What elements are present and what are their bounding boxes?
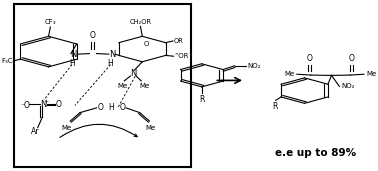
- Text: OR: OR: [174, 38, 183, 44]
- FancyArrowPatch shape: [60, 124, 137, 137]
- Text: N: N: [40, 100, 46, 109]
- Text: O: O: [144, 41, 149, 47]
- Text: R: R: [272, 102, 277, 111]
- Text: R: R: [199, 95, 204, 104]
- Text: Me: Me: [285, 71, 295, 77]
- Text: F₃C: F₃C: [1, 58, 12, 64]
- Text: N: N: [109, 50, 116, 59]
- Text: NO₂: NO₂: [248, 63, 261, 69]
- Text: Me: Me: [62, 125, 72, 131]
- Text: O: O: [349, 54, 355, 63]
- Text: ’’OR: ’’OR: [174, 53, 189, 59]
- Text: O: O: [307, 54, 313, 63]
- Text: Ar: Ar: [31, 127, 39, 136]
- Text: Me: Me: [366, 71, 376, 77]
- Text: H: H: [108, 103, 114, 112]
- Text: N: N: [71, 50, 77, 59]
- Text: e.e up to 89%: e.e up to 89%: [275, 148, 356, 158]
- Text: O: O: [90, 31, 96, 40]
- Text: O: O: [97, 103, 103, 112]
- Text: +: +: [43, 99, 49, 104]
- Text: N: N: [130, 69, 136, 78]
- Text: CF₃: CF₃: [45, 19, 56, 25]
- Text: H: H: [108, 60, 113, 68]
- Text: ⁻O: ⁻O: [21, 101, 31, 109]
- Text: NO₂: NO₂: [341, 83, 355, 89]
- Text: CH₂OR: CH₂OR: [129, 19, 152, 25]
- Text: Me: Me: [139, 83, 149, 89]
- Text: O: O: [55, 100, 61, 109]
- Text: Me: Me: [117, 83, 128, 89]
- Text: Me: Me: [146, 125, 156, 131]
- Text: H: H: [69, 60, 75, 68]
- Text: O: O: [119, 103, 125, 112]
